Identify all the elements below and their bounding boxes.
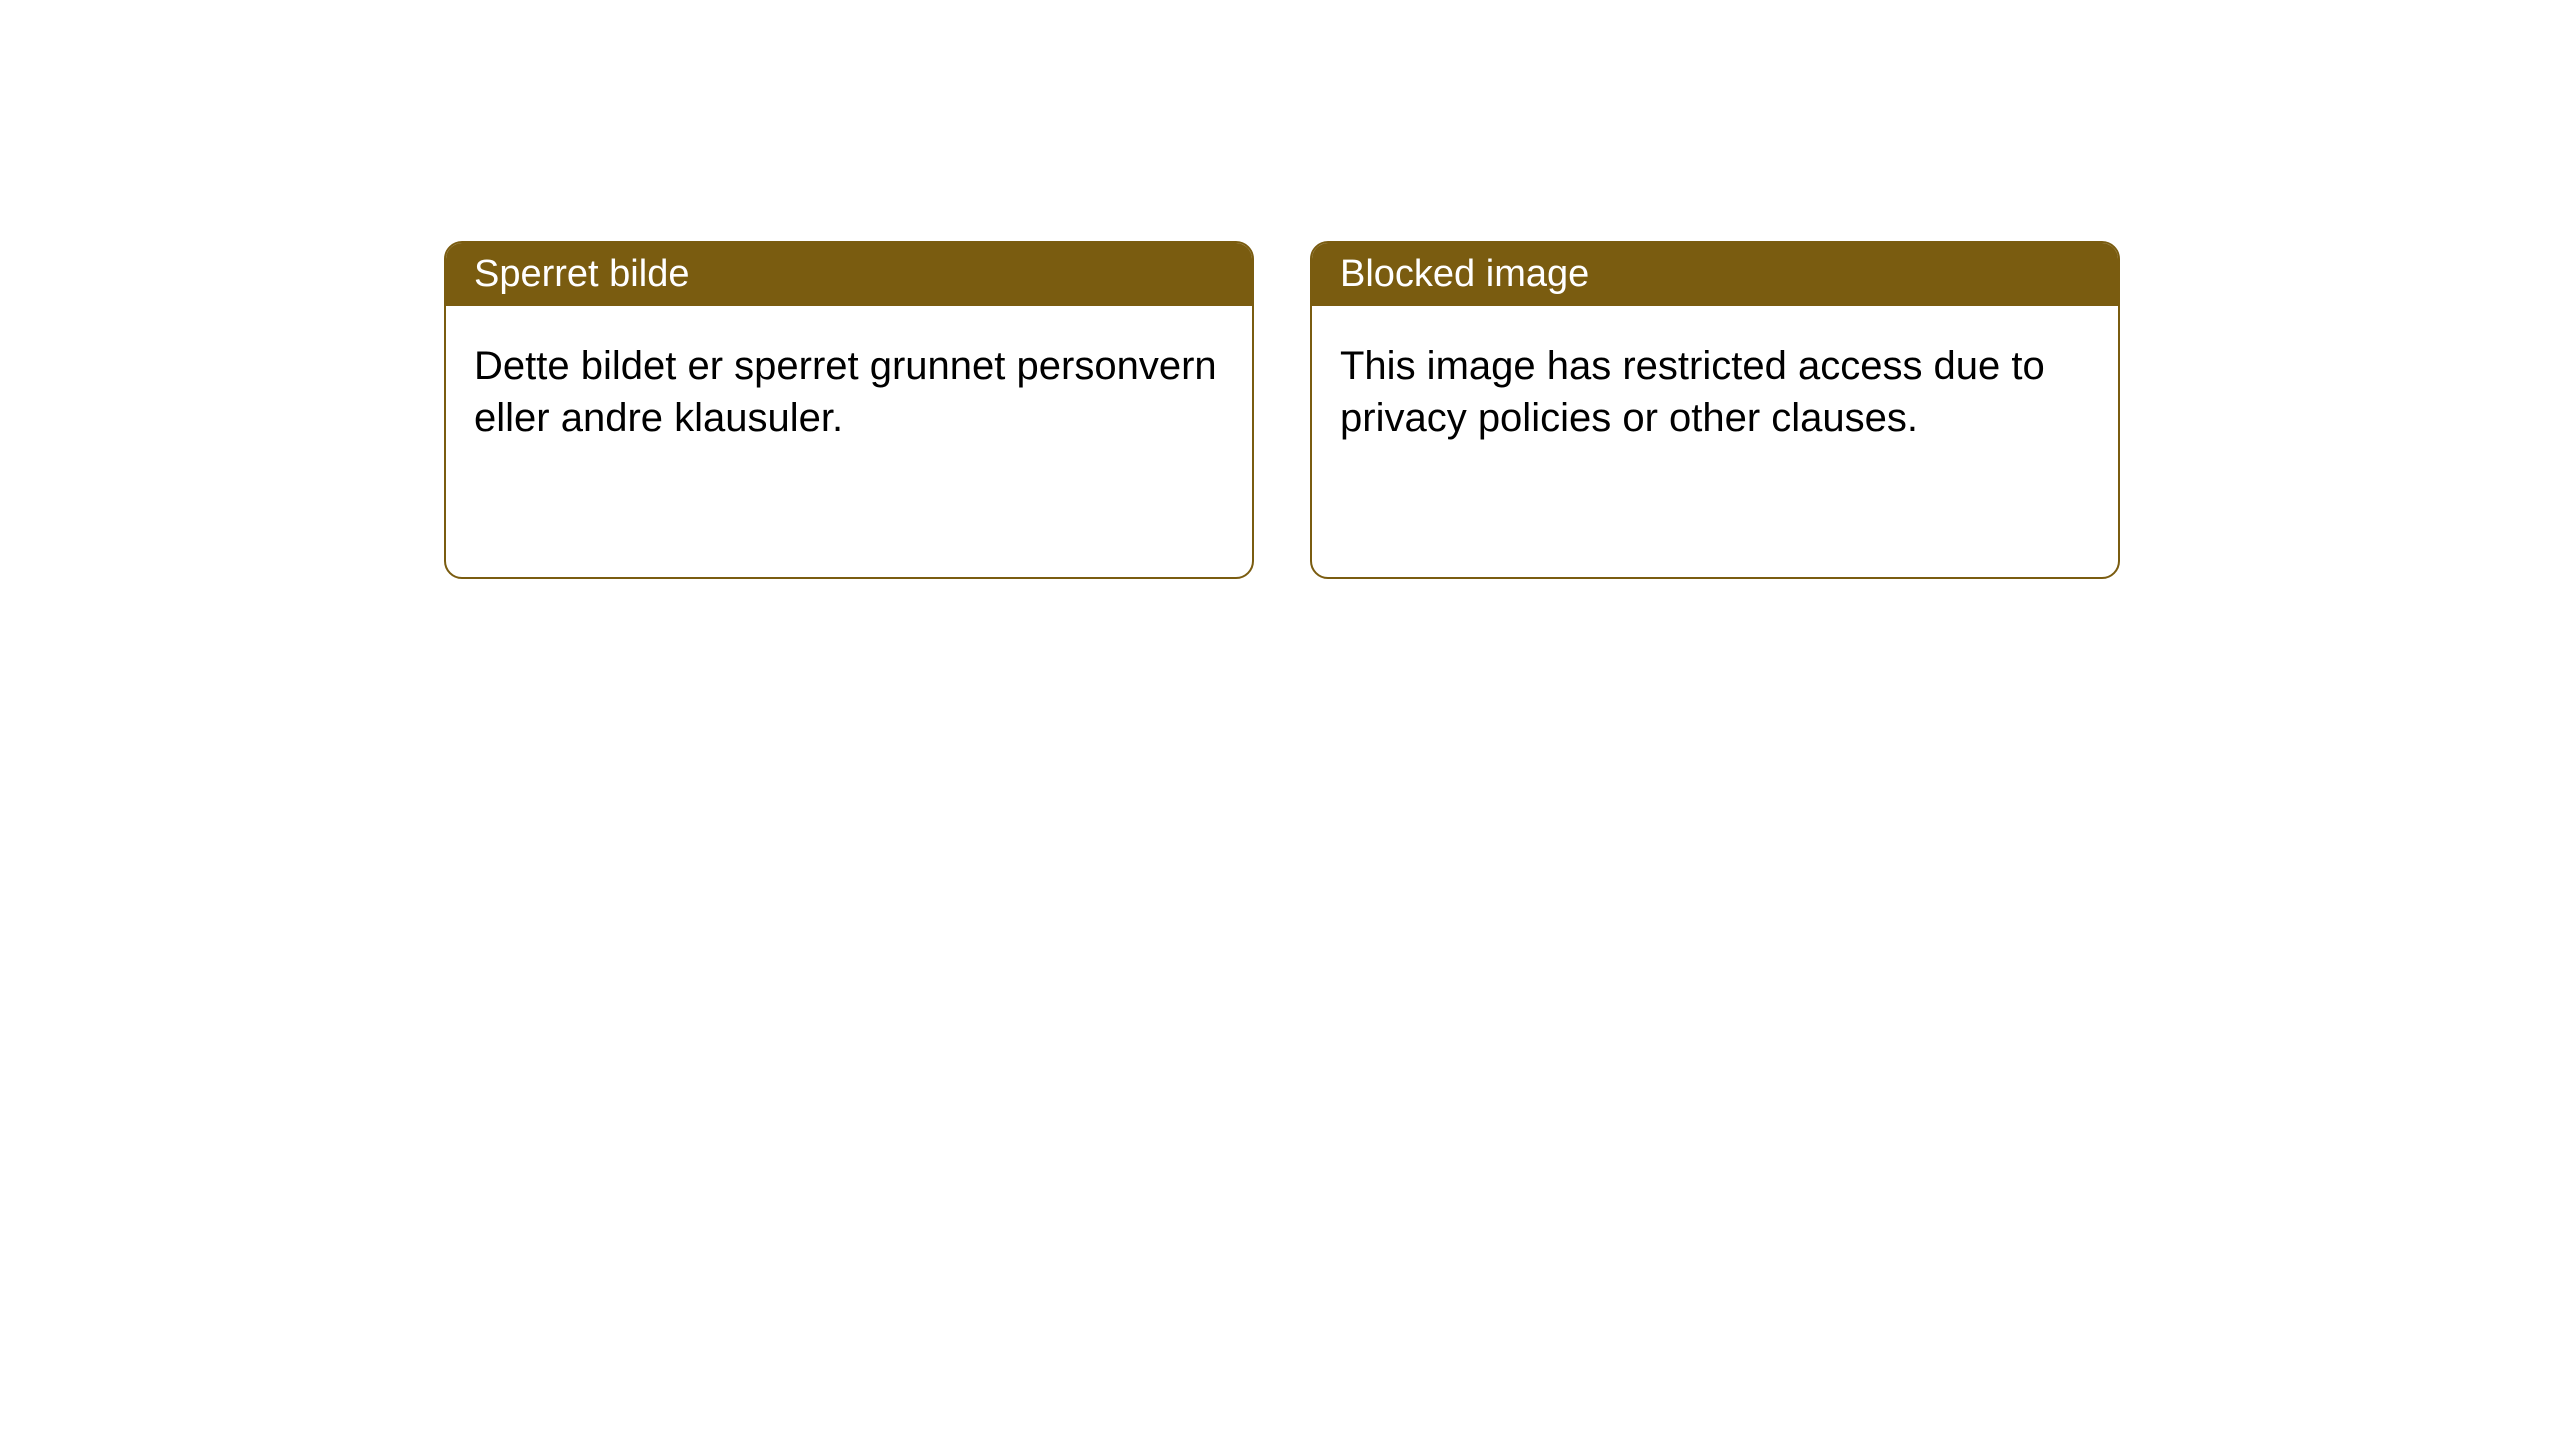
notice-text: Dette bildet er sperret grunnet personve… [474, 344, 1217, 440]
notice-header: Blocked image [1312, 243, 2118, 306]
notice-body: Dette bildet er sperret grunnet personve… [446, 306, 1252, 478]
notice-title: Blocked image [1340, 253, 1589, 295]
notice-title: Sperret bilde [474, 253, 689, 295]
notice-box-norwegian: Sperret bilde Dette bildet er sperret gr… [444, 241, 1254, 579]
notice-body: This image has restricted access due to … [1312, 306, 2118, 478]
notice-header: Sperret bilde [446, 243, 1252, 306]
notice-container: Sperret bilde Dette bildet er sperret gr… [0, 0, 2560, 579]
notice-text: This image has restricted access due to … [1340, 344, 2045, 440]
notice-box-english: Blocked image This image has restricted … [1310, 241, 2120, 579]
